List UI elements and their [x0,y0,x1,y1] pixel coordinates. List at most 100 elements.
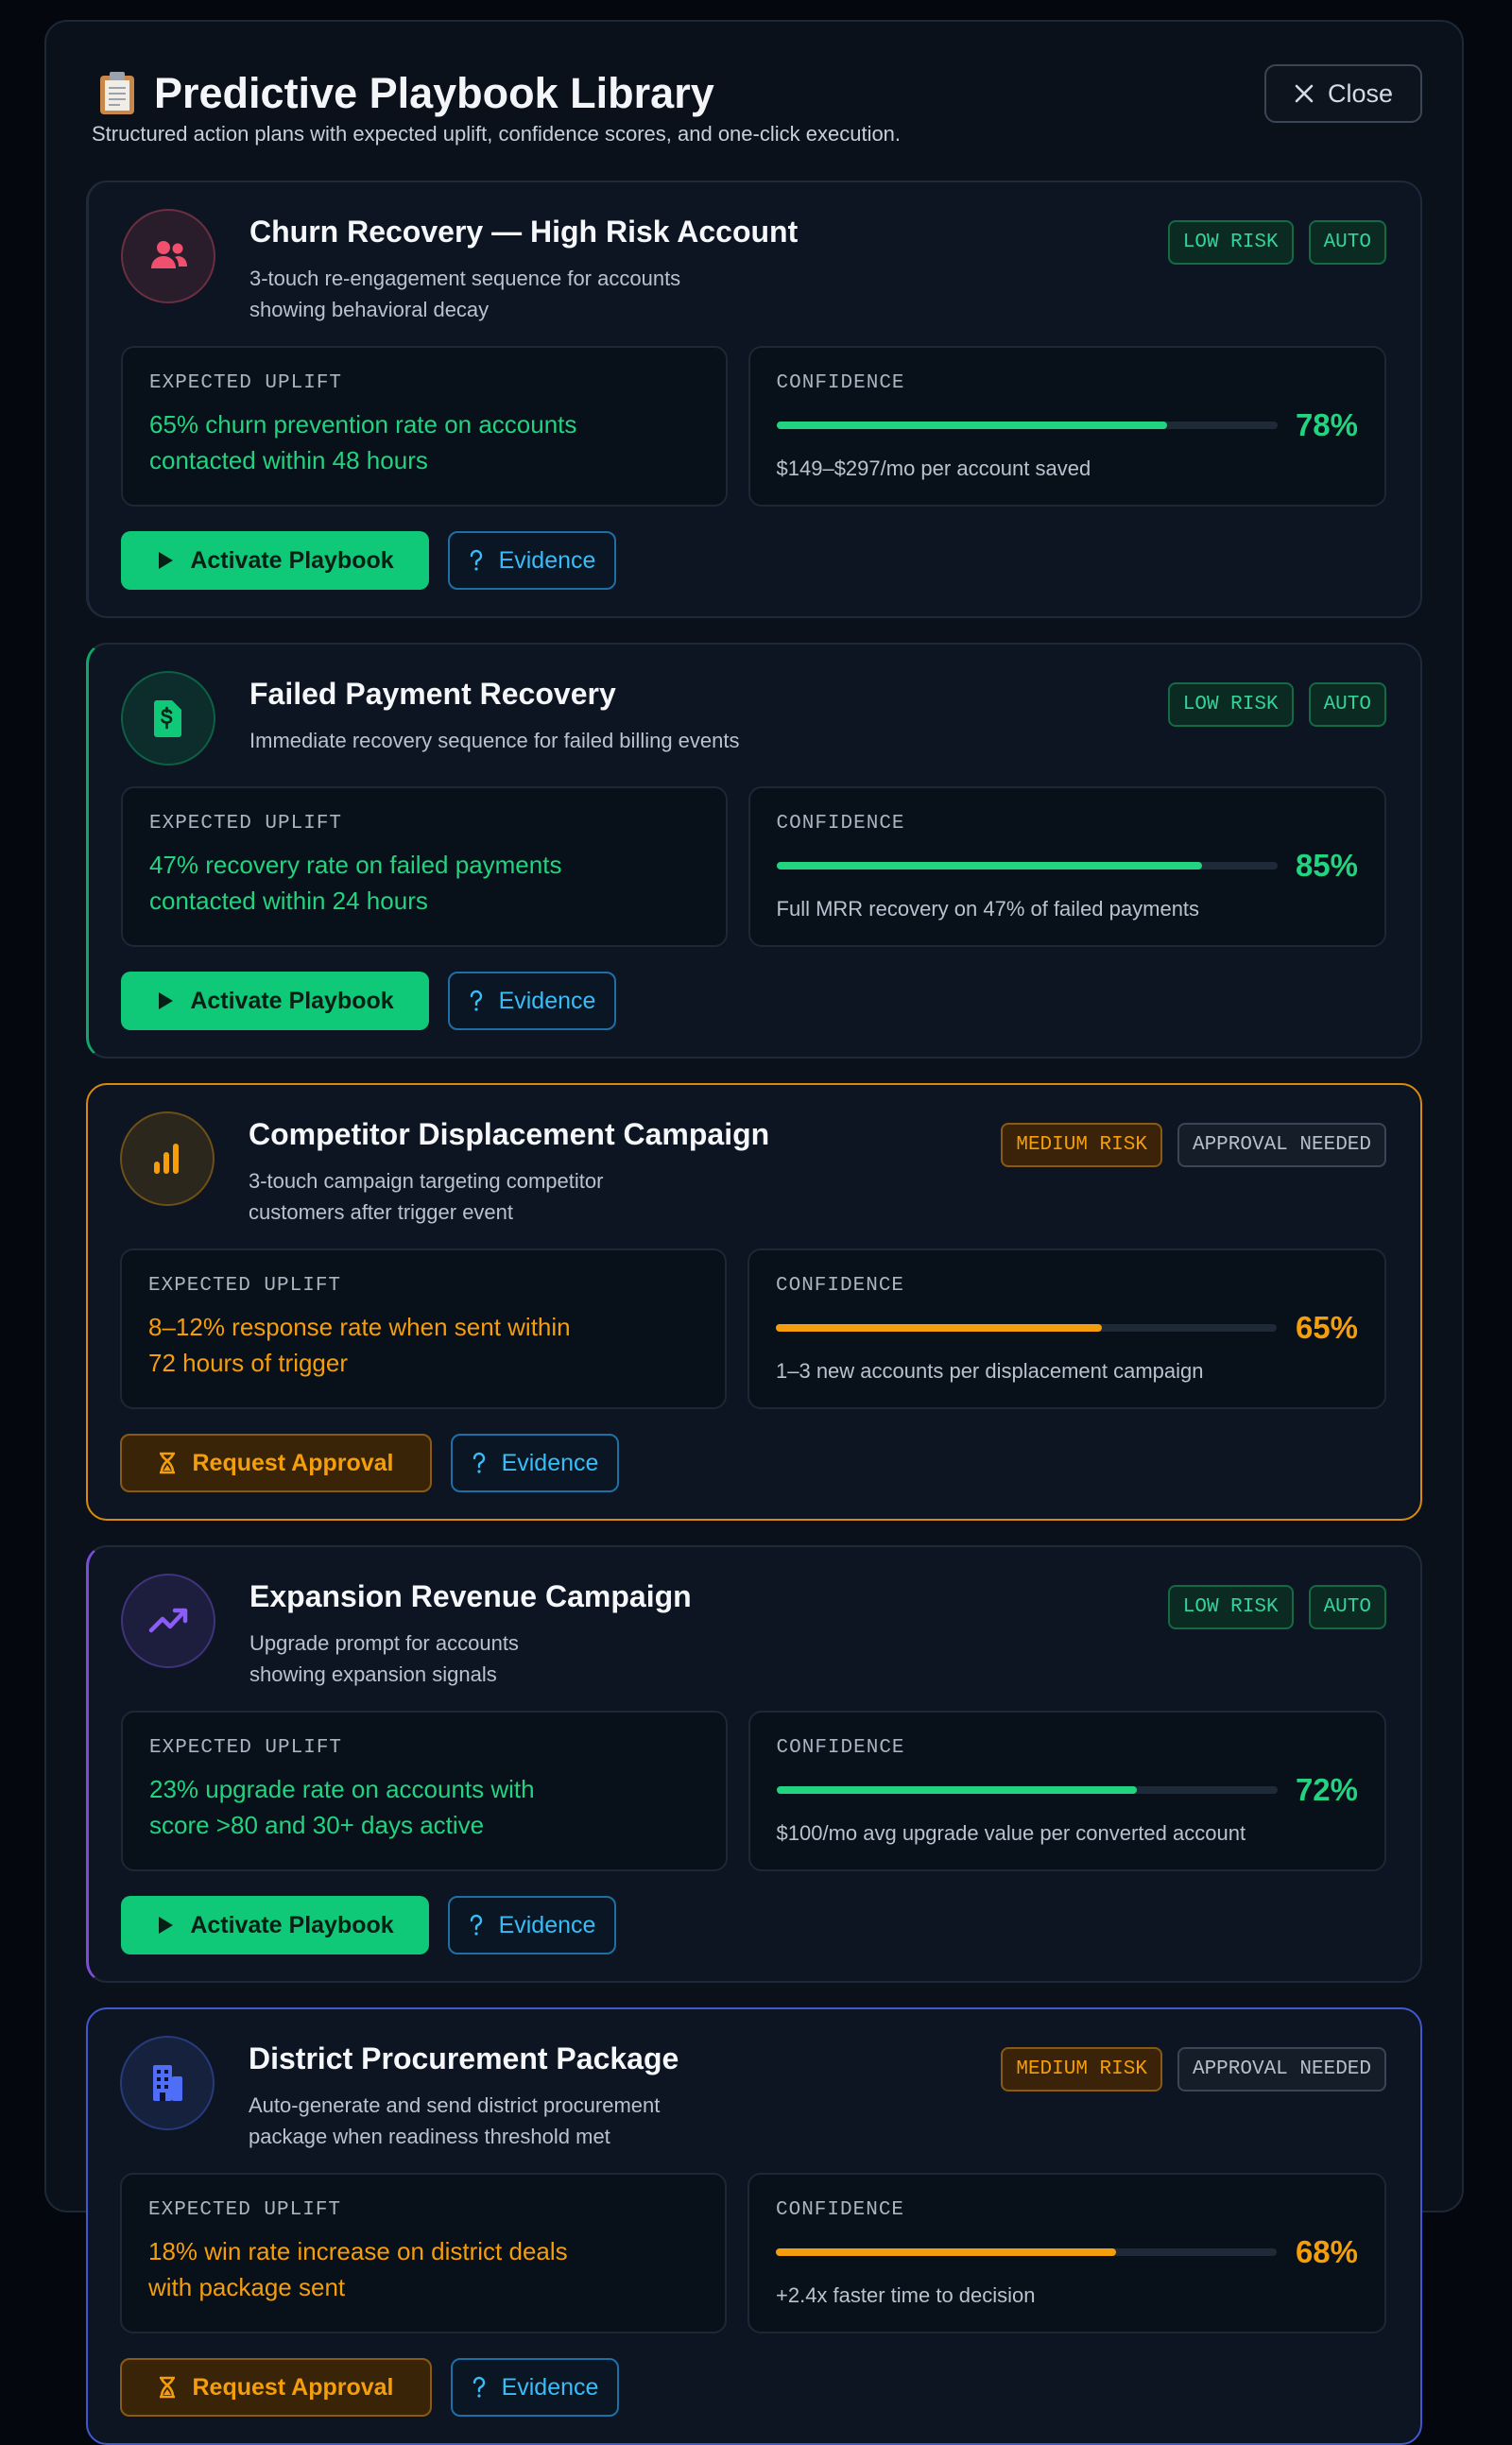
mode-badge: AUTO [1308,682,1386,727]
card-header: Churn Recovery — High Risk Account 3-touc… [121,209,1386,325]
playbook-icon [120,2036,215,2130]
uplift-box: EXPECTED UPLIFT 18% win rate increase on … [120,2173,727,2333]
question-icon [472,1452,485,1473]
uplift-label: EXPECTED UPLIFT [149,813,343,835]
modal-title: Predictive Playbook Library [154,69,714,117]
confidence-bar [776,2248,1117,2256]
confidence-bar [776,422,1167,429]
confidence-value: 72% [1295,1772,1358,1807]
confidence-track [776,2248,1277,2256]
confidence-box: CONFIDENCE 78% $149–$297/mo per account sa… [747,346,1386,507]
evidence-button[interactable]: Evidence [448,1896,616,1954]
evidence-label: Evidence [498,546,596,574]
evidence-button[interactable]: Evidence [451,1434,619,1492]
confidence-row: 65% [776,1310,1358,1346]
playbook-description: 3-touch campaign targeting competitor cu… [249,1169,604,1224]
question-icon [470,549,482,571]
playbook-card: Failed Payment Recovery Immediate recover… [86,643,1422,1059]
confidence-row: 85% [776,848,1358,884]
mode-badge: APPROVAL NEEDED [1177,2047,1386,2092]
actions: Activate Playbook Evidence [121,1896,1386,1954]
risk-badge: LOW RISK [1167,220,1294,265]
action-button[interactable]: Request Approval [120,1434,432,1492]
uplift-text: 65% churn prevention rate on accounts co… [149,410,577,474]
playbook-card: Expansion Revenue Campaign Upgrade prompt… [86,1545,1422,1983]
action-label: Request Approval [192,1449,394,1476]
evidence-label: Evidence [498,987,596,1014]
confidence-row: 72% [776,1772,1358,1808]
playbook-title: Churn Recovery — High Risk Account [249,215,799,249]
confidence-bar [776,1324,1102,1332]
confidence-box: CONFIDENCE 72% $100/mo avg upgrade value p… [747,1711,1386,1871]
actions: Activate Playbook Evidence [121,531,1386,590]
uplift-box: EXPECTED UPLIFT 8–12% response rate when … [120,1248,727,1409]
card-text: Failed Payment Recovery Immediate recover… [249,671,740,756]
confidence-track [776,422,1278,429]
uplift-text: 18% win rate increase on district deals … [148,2237,568,2301]
card-text: Churn Recovery — High Risk Account 3-touc… [249,209,798,325]
action-label: Activate Playbook [190,546,394,574]
playbook-icon [120,1111,215,1206]
playbook-icon [121,1574,215,1668]
confidence-note: Full MRR recovery on 47% of failed payme… [776,897,1200,921]
play-icon [159,1917,174,1934]
icon-glyph [148,1608,188,1633]
actions: Activate Playbook Evidence [121,972,1386,1030]
confidence-box: CONFIDENCE 85% Full MRR recovery on 47% of… [747,786,1386,947]
risk-badge: MEDIUM RISK [1001,1123,1162,1167]
play-icon [159,552,174,569]
close-button[interactable]: Close [1264,64,1422,123]
card-text: District Procurement Package Auto-generat… [249,2036,679,2152]
actions: Request Approval Evidence [120,1434,1386,1492]
icon-glyph [151,241,187,268]
icon-glyph [154,700,181,737]
evidence-button[interactable]: Evidence [448,972,616,1030]
risk-badge: LOW RISK [1167,682,1294,727]
action-button[interactable]: Activate Playbook [121,1896,429,1954]
uplift-label: EXPECTED UPLIFT [148,2199,342,2221]
card-header: Competitor Displacement Campaign 3-touch … [120,1111,1386,1228]
playbook-card: Churn Recovery — High Risk Account 3-touc… [86,181,1422,618]
uplift-box: EXPECTED UPLIFT 65% churn prevention rate… [121,346,728,507]
confidence-track [776,862,1278,870]
risk-badge: LOW RISK [1167,1585,1294,1629]
modal-header: Predictive Playbook Library [97,69,714,118]
uplift-text: 8–12% response rate when sent within 72 … [148,1313,571,1377]
mode-badge: APPROVAL NEEDED [1177,1123,1386,1167]
uplift-text: 23% upgrade rate on accounts with score … [149,1775,535,1839]
playbook-description: Upgrade prompt for accounts showing expa… [249,1631,519,1686]
confidence-label: CONFIDENCE [776,1737,905,1759]
action-label: Request Approval [192,2373,394,2401]
playbook-card: District Procurement Package Auto-generat… [86,2007,1422,2445]
badges: MEDIUM RISK APPROVAL NEEDED [1001,2047,1386,2092]
uplift-box: EXPECTED UPLIFT 47% recovery rate on fail… [121,786,728,947]
uplift-text: 47% recovery rate on failed payments con… [149,851,562,915]
confidence-note: +2.4x faster time to decision [776,2283,1036,2307]
confidence-value: 78% [1295,407,1358,442]
confidence-label: CONFIDENCE [776,372,905,394]
confidence-row: 78% [776,407,1358,443]
confidence-label: CONFIDENCE [776,1275,905,1297]
playbook-title: Failed Payment Recovery [249,677,616,711]
confidence-bar [776,862,1203,870]
evidence-button[interactable]: Evidence [451,2358,619,2417]
page: Predictive Playbook Library Structured a… [44,20,1464,2445]
playbook-title: Competitor Displacement Campaign [249,1117,770,1151]
playbook-icon [121,209,215,303]
uplift-label: EXPECTED UPLIFT [149,1737,343,1759]
metrics: EXPECTED UPLIFT 65% churn prevention rate… [121,346,1386,507]
confidence-label: CONFIDENCE [776,2199,905,2221]
metrics: EXPECTED UPLIFT 18% win rate increase on … [120,2173,1386,2333]
evidence-button[interactable]: Evidence [448,531,616,590]
uplift-label: EXPECTED UPLIFT [149,372,343,394]
action-button[interactable]: Activate Playbook [121,972,429,1030]
action-button[interactable]: Activate Playbook [121,531,429,590]
uplift-box: EXPECTED UPLIFT 23% upgrade rate on accou… [121,1711,728,1871]
action-button[interactable]: Request Approval [120,2358,432,2417]
playbook-title: Expansion Revenue Campaign [249,1579,692,1613]
card-text: Competitor Displacement Campaign 3-touch … [249,1111,769,1228]
confidence-row: 68% [776,2234,1358,2270]
confidence-bar [776,1786,1138,1794]
confidence-note: $100/mo avg upgrade value per converted … [776,1821,1246,1845]
confidence-track [776,1786,1278,1794]
